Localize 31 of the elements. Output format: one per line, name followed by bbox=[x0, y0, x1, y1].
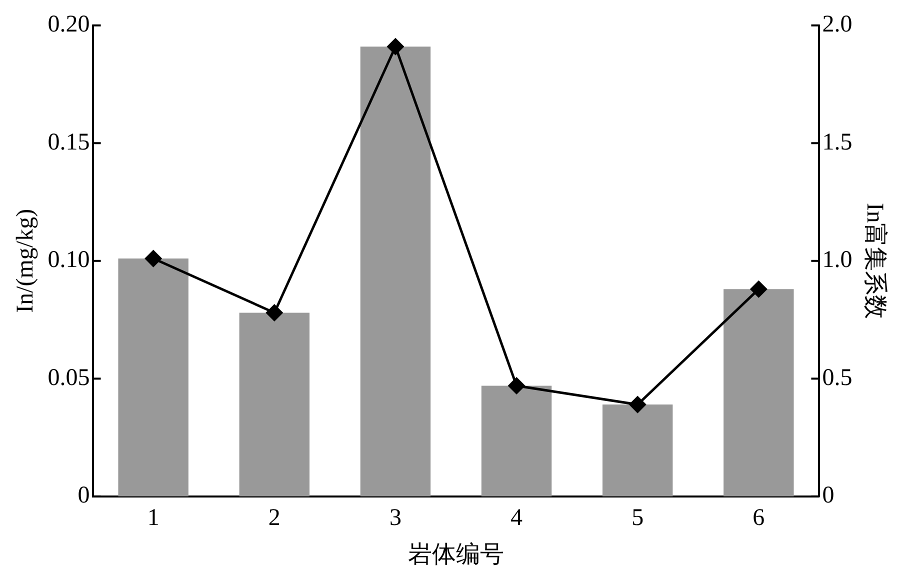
point bbox=[629, 396, 646, 413]
x-tick-label: 2 bbox=[268, 505, 280, 532]
y-tick-label: 0.05 bbox=[48, 364, 90, 391]
y2-tick-label: 1.0 bbox=[822, 247, 852, 274]
y-axis-title: In/(mg/kg) bbox=[12, 208, 39, 313]
point bbox=[750, 280, 767, 298]
y2-axis-title: In富集系数 bbox=[861, 202, 888, 319]
bar bbox=[118, 258, 188, 496]
bar bbox=[360, 46, 431, 496]
point bbox=[508, 377, 525, 394]
point bbox=[387, 38, 404, 55]
x-tick-label: 5 bbox=[632, 505, 644, 532]
y-tick-label: 0.15 bbox=[48, 129, 90, 156]
y-tick-label: 0 bbox=[78, 482, 90, 509]
x-tick-label: 4 bbox=[510, 505, 523, 532]
y2-tick-label: 0.5 bbox=[822, 364, 852, 391]
point bbox=[145, 250, 162, 267]
x-tick-label: 6 bbox=[752, 505, 765, 532]
x-tick-label: 3 bbox=[389, 505, 402, 532]
y2-tick-label: 1.5 bbox=[822, 129, 852, 156]
bar bbox=[481, 386, 552, 496]
bar bbox=[239, 312, 310, 496]
x-axis-title: 岩体编号 bbox=[408, 540, 504, 568]
point bbox=[266, 304, 283, 321]
y-tick-label: 0.20 bbox=[48, 12, 90, 38]
bar bbox=[602, 404, 673, 496]
x-tick-label: 1 bbox=[147, 505, 160, 532]
bar bbox=[724, 289, 794, 496]
y2-tick-label: 2.0 bbox=[822, 12, 852, 38]
y-tick-label: 0.10 bbox=[48, 247, 90, 274]
y2-tick-label: 0 bbox=[822, 482, 834, 509]
